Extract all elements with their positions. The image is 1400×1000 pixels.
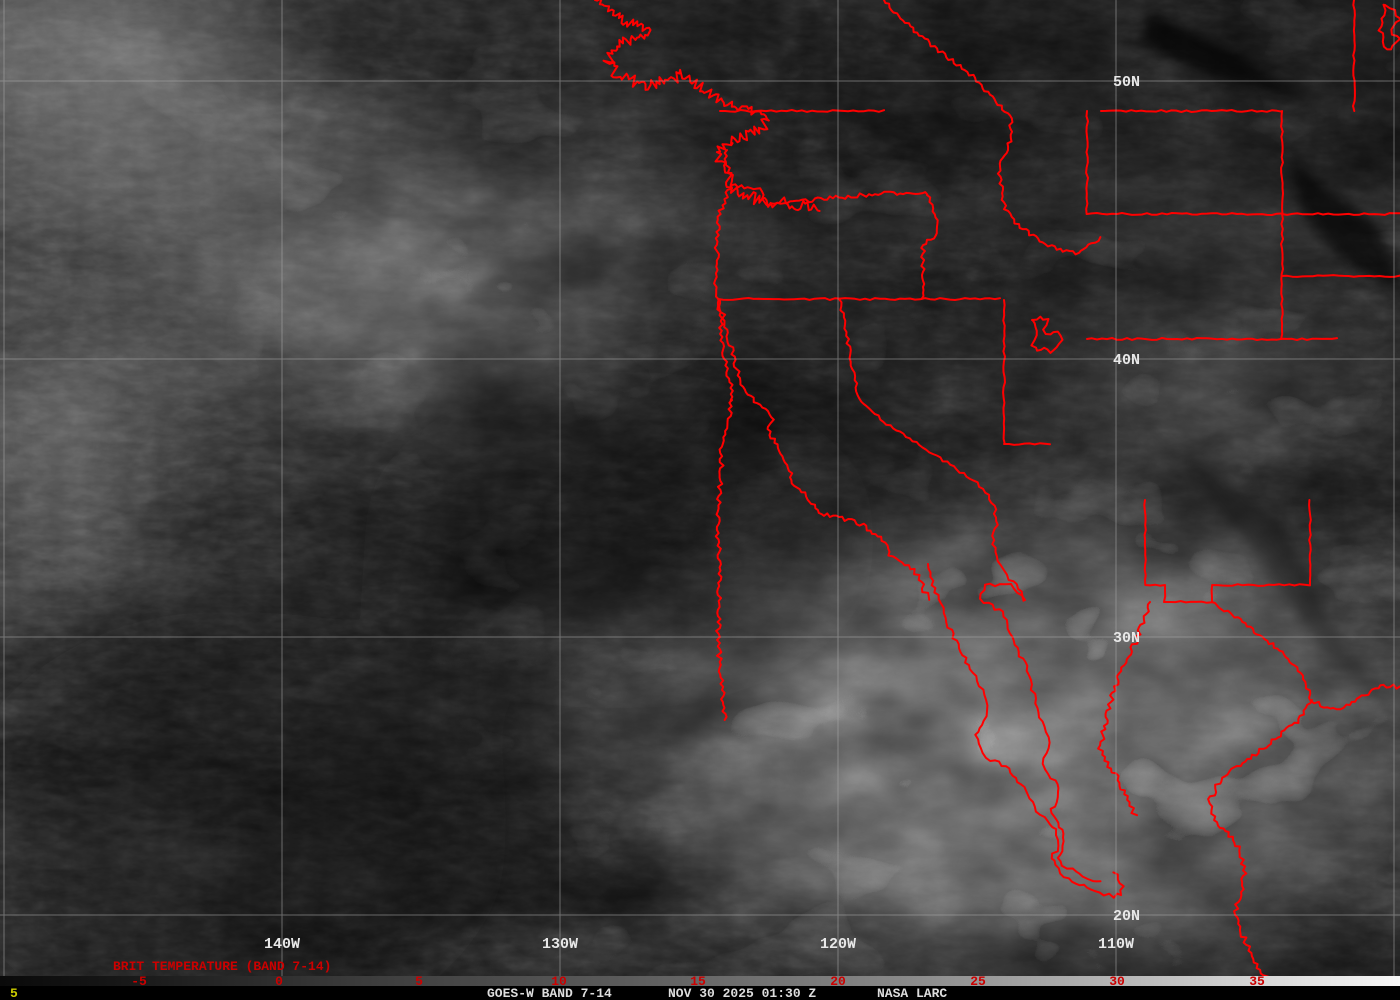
svg-text:NASA LARC: NASA LARC [877, 986, 947, 1000]
svg-text:5: 5 [415, 974, 423, 989]
svg-text:20: 20 [830, 974, 846, 989]
svg-text:5: 5 [10, 986, 18, 1000]
svg-text:-5: -5 [131, 974, 147, 989]
svg-text:0: 0 [275, 974, 283, 989]
svg-text:30: 30 [1109, 974, 1125, 989]
svg-text:35: 35 [1249, 974, 1265, 989]
svg-text:25: 25 [970, 974, 986, 989]
svg-text:NOV 30 2025 01:30 Z: NOV 30 2025 01:30 Z [668, 986, 816, 1000]
svg-text:BRIT TEMPERATURE (BAND 7-14): BRIT TEMPERATURE (BAND 7-14) [113, 959, 331, 974]
svg-text:GOES-W BAND 7-14: GOES-W BAND 7-14 [487, 986, 612, 1000]
